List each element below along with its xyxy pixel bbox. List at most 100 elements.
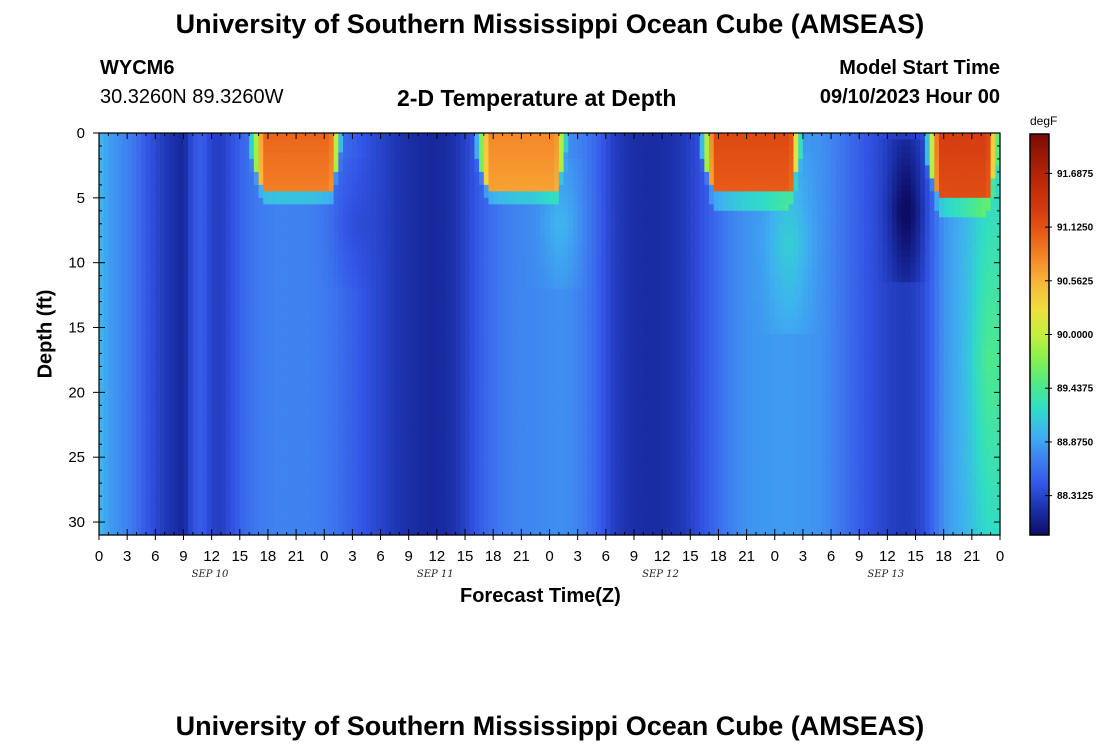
heatmap-cell — [103, 301, 109, 309]
heatmap-cell — [460, 249, 466, 257]
heatmap-cell — [319, 197, 325, 205]
heatmap-cell — [202, 334, 208, 342]
heatmap-cell — [141, 496, 147, 504]
heatmap-cell — [206, 418, 213, 426]
heatmap-cell — [319, 230, 325, 238]
heatmap-cell — [455, 411, 461, 419]
heatmap-cell — [122, 243, 128, 251]
heatmap-cell — [249, 502, 255, 510]
heatmap-cell — [206, 275, 213, 283]
heatmap-cell — [408, 372, 415, 380]
heatmap-cell — [328, 210, 335, 218]
heatmap-cell — [188, 411, 194, 419]
heatmap-cell — [319, 334, 325, 342]
heatmap-cell — [371, 210, 377, 218]
heatmap-cell — [371, 256, 377, 264]
heatmap-cell — [413, 457, 419, 465]
heatmap-cell — [418, 522, 424, 530]
heatmap-cell — [136, 379, 142, 387]
heatmap-cell — [338, 366, 344, 374]
heatmap-cell — [310, 165, 316, 173]
heatmap-cell — [324, 418, 330, 426]
heatmap-cell — [361, 444, 368, 452]
heatmap-cell — [450, 431, 457, 439]
heatmap-cell — [389, 133, 396, 141]
heatmap-cell — [206, 372, 213, 380]
heatmap-cell — [296, 269, 302, 277]
heatmap-cell — [202, 372, 208, 380]
heatmap-cell — [272, 301, 278, 309]
heatmap-cell — [389, 301, 396, 309]
heatmap-cell — [282, 450, 288, 458]
heatmap-cell — [282, 171, 288, 179]
heatmap-cell — [460, 145, 466, 154]
heatmap-cell — [361, 424, 368, 432]
heatmap-cell — [413, 243, 419, 251]
heatmap-cell — [206, 398, 213, 406]
heatmap-cell — [197, 353, 203, 361]
heatmap-cell — [399, 502, 405, 510]
heatmap-cell — [333, 463, 339, 471]
heatmap-cell — [197, 152, 203, 160]
heatmap-cell — [347, 178, 353, 186]
heatmap-cell — [465, 496, 471, 504]
heatmap-cell — [343, 372, 349, 380]
heatmap-cell — [282, 444, 288, 452]
heatmap-cell — [113, 210, 119, 218]
heatmap-cell — [427, 398, 433, 406]
heatmap-cell — [427, 437, 433, 445]
heatmap-cell — [413, 288, 419, 296]
heatmap-cell — [319, 411, 325, 419]
heatmap-cell — [230, 522, 236, 530]
heatmap-cell — [300, 321, 307, 329]
heatmap-cell — [230, 353, 236, 361]
heatmap-cell — [413, 340, 419, 348]
heatmap-cell — [127, 210, 133, 218]
heatmap-cell — [131, 158, 138, 167]
heatmap-cell — [103, 385, 109, 393]
heatmap-cell — [389, 385, 396, 393]
heatmap-cell — [465, 145, 471, 154]
heatmap-cell — [127, 152, 133, 160]
heatmap-cell — [263, 470, 269, 478]
heatmap-cell — [103, 178, 109, 186]
heatmap-cell — [127, 457, 133, 465]
heatmap-cell — [197, 171, 203, 179]
heatmap-cell — [450, 509, 457, 517]
heatmap-cell — [235, 476, 241, 484]
heatmap-cell — [202, 171, 208, 179]
heatmap-cell — [343, 457, 349, 465]
heatmap-cell — [291, 275, 297, 283]
heatmap-cell — [253, 223, 260, 231]
heatmap-cell — [169, 509, 175, 517]
heatmap-cell — [333, 509, 339, 517]
heatmap-cell — [338, 275, 344, 283]
heatmap-cell — [338, 171, 344, 179]
heatmap-cell — [385, 308, 391, 316]
heatmap-cell — [404, 489, 410, 497]
heatmap-cell — [258, 165, 264, 173]
heatmap-cell — [225, 405, 231, 413]
heatmap-cell — [380, 353, 386, 361]
heatmap-cell — [99, 405, 105, 413]
heatmap-cell — [160, 321, 166, 329]
heatmap-cell — [408, 171, 415, 179]
heatmap-cell — [371, 509, 377, 517]
heatmap-cell — [441, 191, 447, 199]
heatmap-cell — [141, 424, 147, 432]
heatmap-cell — [366, 405, 372, 413]
heatmap-cell — [141, 256, 147, 264]
heatmap-cell — [202, 483, 208, 491]
heatmap-cell — [113, 262, 119, 270]
heatmap-cell — [310, 210, 316, 218]
heatmap-cell — [380, 171, 386, 179]
heatmap-cell — [441, 444, 447, 452]
heatmap-cell — [235, 392, 241, 400]
heatmap-cell — [202, 424, 208, 432]
heatmap-cell — [141, 158, 147, 167]
heatmap-cell — [230, 489, 236, 497]
heatmap-cell — [319, 392, 325, 400]
heatmap-cell — [352, 359, 358, 368]
heatmap-cell — [296, 476, 302, 484]
heatmap-cell — [282, 256, 288, 264]
